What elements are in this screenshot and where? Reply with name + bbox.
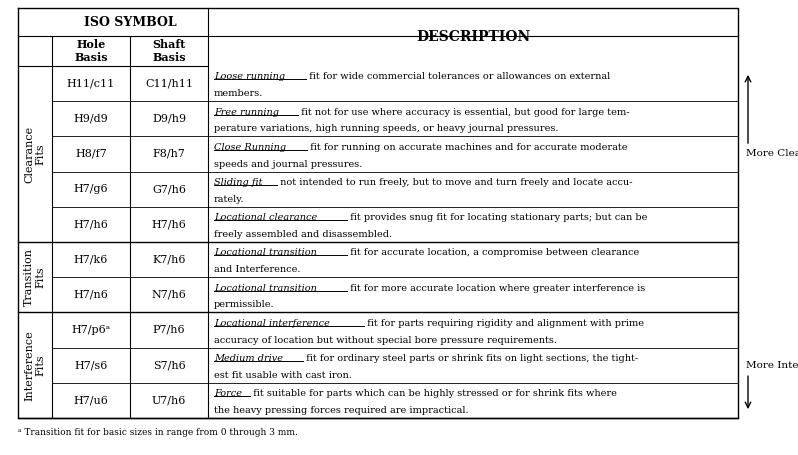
- Text: Close Running: Close Running: [214, 143, 286, 152]
- Text: fit for accurate location, a compromise between clearance: fit for accurate location, a compromise …: [347, 248, 639, 258]
- Text: DESCRIPTION: DESCRIPTION: [416, 30, 530, 44]
- Text: Clearance
Fits: Clearance Fits: [24, 126, 45, 182]
- Text: Free running: Free running: [214, 107, 279, 116]
- Text: More Clearance: More Clearance: [746, 150, 798, 158]
- Text: Medium drive: Medium drive: [214, 354, 283, 363]
- Text: H11/c11: H11/c11: [67, 79, 115, 89]
- Text: H9/d9: H9/d9: [73, 114, 109, 124]
- Text: Loose running: Loose running: [214, 72, 285, 81]
- Text: P7/h6: P7/h6: [152, 325, 185, 335]
- Text: fit provides snug fit for locating stationary parts; but can be: fit provides snug fit for locating stati…: [347, 213, 648, 222]
- Text: fit for wide commercial tolerances or allowances on external: fit for wide commercial tolerances or al…: [306, 72, 610, 81]
- Text: D9/h9: D9/h9: [152, 114, 186, 124]
- Text: Locational transition: Locational transition: [214, 283, 317, 293]
- Text: H7/p6ᵃ: H7/p6ᵃ: [72, 325, 111, 335]
- Text: Locational clearance: Locational clearance: [214, 213, 318, 222]
- Text: H7/s6: H7/s6: [74, 360, 108, 370]
- Text: Force: Force: [214, 389, 242, 398]
- Text: H8/f7: H8/f7: [75, 149, 107, 159]
- Text: H7/u6: H7/u6: [73, 395, 109, 405]
- Text: S7/h6: S7/h6: [152, 360, 185, 370]
- Text: accuracy of location but without special bore pressure requirements.: accuracy of location but without special…: [214, 336, 557, 344]
- Text: rately.: rately.: [214, 195, 245, 204]
- Text: fit for ordinary steel parts or shrink fits on light sections, the tight-: fit for ordinary steel parts or shrink f…: [303, 354, 638, 363]
- Text: freely assembled and disassembled.: freely assembled and disassembled.: [214, 230, 392, 239]
- Text: Locational interference: Locational interference: [214, 319, 330, 328]
- Text: fit not for use where accuracy is essential, but good for large tem-: fit not for use where accuracy is essent…: [298, 107, 630, 116]
- Text: fit for more accurate location where greater interference is: fit for more accurate location where gre…: [347, 283, 645, 293]
- Text: not intended to run freely, but to move and turn freely and locate accu-: not intended to run freely, but to move …: [277, 178, 632, 187]
- Text: fit for parts requiring rigidity and alignment with prime: fit for parts requiring rigidity and ali…: [364, 319, 643, 328]
- Text: U7/h6: U7/h6: [152, 395, 186, 405]
- Text: Interference
Fits: Interference Fits: [24, 330, 45, 400]
- Text: C11/h11: C11/h11: [145, 79, 193, 89]
- Text: permissible.: permissible.: [214, 300, 275, 309]
- Text: members.: members.: [214, 89, 263, 98]
- Text: the heavy pressing forces required are impractical.: the heavy pressing forces required are i…: [214, 406, 468, 415]
- Text: H7/h6: H7/h6: [152, 219, 187, 229]
- Text: Hole
Basis: Hole Basis: [74, 39, 108, 63]
- Text: More Interference: More Interference: [746, 361, 798, 370]
- Text: Sliding fit: Sliding fit: [214, 178, 263, 187]
- Text: est fit usable with cast iron.: est fit usable with cast iron.: [214, 371, 352, 380]
- Text: speeds and journal pressures.: speeds and journal pressures.: [214, 160, 362, 169]
- Text: F8/h7: F8/h7: [152, 149, 185, 159]
- Text: H7/g6: H7/g6: [73, 184, 109, 194]
- Text: G7/h6: G7/h6: [152, 184, 186, 194]
- Text: H7/n6: H7/n6: [73, 290, 109, 300]
- Text: H7/k6: H7/k6: [73, 255, 109, 265]
- Text: Locational transition: Locational transition: [214, 248, 317, 258]
- Text: N7/h6: N7/h6: [152, 290, 187, 300]
- Text: fit for running on accurate machines and for accurate moderate: fit for running on accurate machines and…: [307, 143, 627, 152]
- Text: fit suitable for parts which can be highly stressed or for shrink fits where: fit suitable for parts which can be high…: [250, 389, 617, 398]
- Text: H7/h6: H7/h6: [73, 219, 109, 229]
- Text: ᵃ Transition fit for basic sizes in range from 0 through 3 mm.: ᵃ Transition fit for basic sizes in rang…: [18, 428, 298, 437]
- Text: ISO SYMBOL: ISO SYMBOL: [84, 15, 176, 29]
- Text: and Interference.: and Interference.: [214, 265, 301, 274]
- Text: K7/h6: K7/h6: [152, 255, 186, 265]
- Text: Shaft
Basis: Shaft Basis: [152, 39, 186, 63]
- Text: Transition
Fits: Transition Fits: [24, 248, 45, 306]
- Text: perature variations, high running speeds, or heavy journal pressures.: perature variations, high running speeds…: [214, 124, 559, 133]
